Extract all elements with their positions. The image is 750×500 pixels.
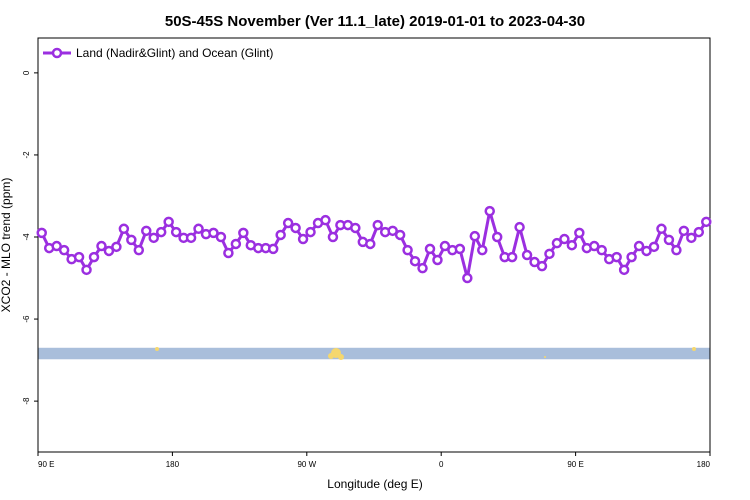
point — [589, 240, 600, 252]
point — [491, 231, 503, 243]
point — [51, 240, 62, 252]
point — [185, 232, 197, 244]
speck — [544, 356, 546, 358]
point — [320, 214, 331, 226]
point — [96, 240, 107, 252]
y-tick-label: -4 — [22, 233, 31, 241]
x-tick-label: 90 E — [38, 460, 54, 469]
point — [417, 262, 428, 274]
point — [327, 231, 339, 243]
point — [350, 222, 361, 234]
x-tick-label: 180 — [697, 460, 711, 469]
point — [439, 240, 451, 252]
point — [372, 219, 383, 231]
chart-title: 50S-45S November (Ver 11.1_late) 2019-01… — [165, 13, 585, 30]
point — [208, 227, 219, 239]
legend-label: Land (Nadir&Glint) and Ocean (Glint) — [76, 46, 273, 60]
point — [73, 251, 85, 263]
point — [618, 264, 630, 276]
plot-frame — [37, 37, 711, 453]
speck — [338, 354, 344, 360]
point — [36, 227, 47, 239]
point — [544, 248, 555, 260]
point — [170, 226, 182, 238]
point — [701, 216, 712, 228]
x-tick-label: 180 — [166, 460, 180, 469]
point — [663, 234, 675, 246]
point — [126, 234, 137, 246]
point — [365, 238, 376, 250]
point — [148, 232, 159, 244]
point — [514, 221, 525, 233]
point — [566, 239, 578, 251]
point — [506, 251, 518, 263]
point — [163, 216, 174, 228]
point — [81, 264, 92, 276]
point — [282, 217, 294, 229]
point — [678, 225, 690, 237]
point — [626, 251, 637, 263]
y-tick-label: 0 — [22, 70, 31, 75]
point — [394, 229, 406, 241]
point — [686, 232, 697, 244]
y-tick-label: -8 — [22, 397, 31, 405]
y-tick-label: -6 — [22, 315, 31, 323]
point — [454, 243, 466, 255]
point — [103, 245, 115, 257]
point — [267, 243, 279, 255]
point — [223, 247, 234, 259]
point — [574, 227, 585, 239]
point — [297, 233, 309, 245]
point — [648, 241, 660, 253]
point — [402, 244, 413, 256]
point — [230, 238, 242, 250]
point — [596, 244, 607, 256]
x-tick-label: 0 — [439, 460, 444, 469]
point — [484, 205, 495, 217]
point — [424, 243, 436, 255]
point — [641, 245, 652, 257]
legend-marker — [51, 47, 63, 59]
x-tick-label: 90 E — [567, 460, 583, 469]
point — [58, 244, 70, 256]
point — [551, 237, 563, 249]
point — [88, 251, 100, 263]
point — [155, 226, 167, 238]
point — [238, 227, 249, 239]
point — [693, 226, 705, 238]
band — [38, 347, 710, 360]
point — [409, 255, 421, 267]
point — [133, 244, 145, 256]
point — [141, 225, 152, 237]
point — [305, 226, 316, 238]
point — [193, 223, 204, 235]
y-tick-label: -2 — [22, 151, 31, 159]
point — [432, 254, 443, 266]
point — [111, 241, 122, 253]
point — [521, 249, 533, 261]
speck — [155, 347, 159, 351]
speck — [692, 347, 696, 351]
point — [633, 240, 645, 252]
point — [671, 244, 682, 256]
x-axis-label: Longitude (deg E) — [327, 477, 422, 491]
point — [529, 256, 540, 268]
x-tick-label: 90 W — [297, 460, 316, 469]
point — [275, 229, 286, 241]
speck — [328, 353, 334, 359]
point — [118, 223, 130, 235]
point — [536, 260, 548, 272]
point — [559, 233, 570, 245]
point — [387, 225, 398, 237]
point — [215, 231, 227, 243]
y-axis-label: XCO2 - MLO trend (ppm) — [0, 178, 13, 313]
point — [611, 251, 622, 263]
point — [462, 272, 473, 284]
point — [290, 222, 301, 234]
point — [469, 230, 481, 242]
point — [477, 244, 488, 256]
point — [656, 223, 667, 235]
